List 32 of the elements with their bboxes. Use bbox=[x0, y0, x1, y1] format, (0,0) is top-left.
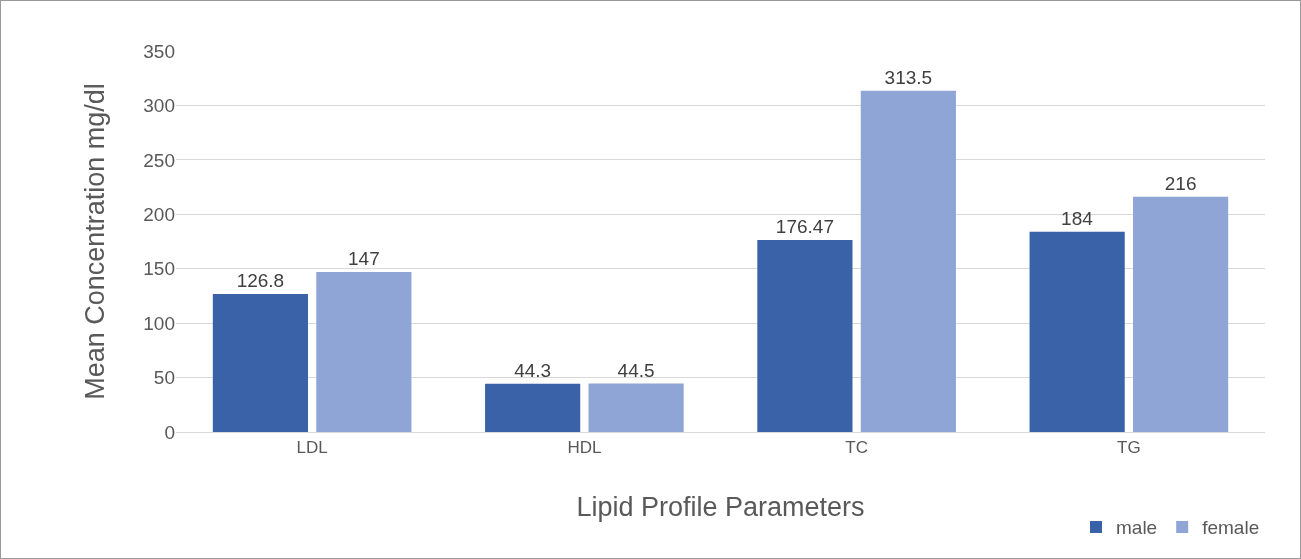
data-label: 147 bbox=[348, 247, 380, 269]
data-label: 216 bbox=[1164, 172, 1197, 194]
x-axis-title: Lipid Profile Parameters bbox=[576, 491, 865, 522]
bar bbox=[860, 90, 956, 432]
data-label: 176.47 bbox=[775, 215, 834, 237]
legend-label: male bbox=[1116, 517, 1158, 539]
bar bbox=[588, 383, 684, 432]
bar bbox=[757, 239, 853, 432]
y-tick-label: 200 bbox=[143, 203, 175, 225]
data-label: 44.3 bbox=[514, 359, 552, 381]
y-tick-label: 100 bbox=[143, 312, 175, 334]
y-tick-label: 0 bbox=[164, 421, 175, 443]
bar bbox=[316, 271, 412, 432]
x-tick-label: TC bbox=[845, 438, 868, 458]
data-label: 184 bbox=[1061, 207, 1094, 229]
x-tick-label: LDL bbox=[296, 438, 328, 458]
y-tick-label: 300 bbox=[143, 95, 175, 117]
data-label: 44.5 bbox=[617, 359, 655, 381]
y-tick-label: 250 bbox=[143, 149, 175, 171]
data-label: 126.8 bbox=[236, 269, 285, 291]
data-label: 313.5 bbox=[884, 66, 933, 88]
bar bbox=[1029, 231, 1125, 432]
x-tick-label: HDL bbox=[567, 438, 602, 458]
bar bbox=[212, 293, 308, 432]
x-tick-label: TG bbox=[1117, 438, 1141, 458]
y-tick-label: 150 bbox=[143, 258, 175, 280]
bar bbox=[485, 383, 581, 432]
y-tick-label: 50 bbox=[153, 367, 175, 389]
bar bbox=[1133, 196, 1229, 432]
y-tick-label: 350 bbox=[143, 40, 175, 62]
y-axis-title: Mean Concentration mg/dl bbox=[80, 83, 111, 400]
legend-label: female bbox=[1202, 517, 1260, 539]
